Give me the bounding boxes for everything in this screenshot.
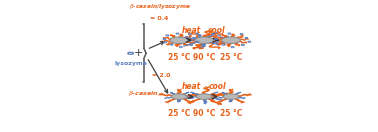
Text: = 2.0: = 2.0 xyxy=(152,73,170,78)
Text: 25 °C: 25 °C xyxy=(220,109,242,117)
Text: heat: heat xyxy=(181,26,201,35)
Text: 90 °C: 90 °C xyxy=(193,109,215,117)
Text: lysozyme: lysozyme xyxy=(114,61,147,66)
Text: = 0.4: = 0.4 xyxy=(150,16,169,21)
Ellipse shape xyxy=(223,94,239,99)
Text: cool: cool xyxy=(208,82,226,91)
Text: 25 °C: 25 °C xyxy=(220,53,242,62)
Text: 90 °C: 90 °C xyxy=(193,53,215,62)
Ellipse shape xyxy=(170,37,189,44)
Text: $\beta$-casein/lysozyme: $\beta$-casein/lysozyme xyxy=(129,2,191,11)
Ellipse shape xyxy=(222,37,240,44)
Text: heat: heat xyxy=(181,82,201,91)
Text: cool: cool xyxy=(208,26,226,35)
Ellipse shape xyxy=(171,94,187,99)
Ellipse shape xyxy=(196,94,212,99)
Text: 25 °C: 25 °C xyxy=(168,109,191,117)
Text: 25 °C: 25 °C xyxy=(168,53,191,62)
Ellipse shape xyxy=(195,37,214,44)
Text: $\beta$-casein: $\beta$-casein xyxy=(128,89,158,98)
Text: +: + xyxy=(134,48,143,58)
